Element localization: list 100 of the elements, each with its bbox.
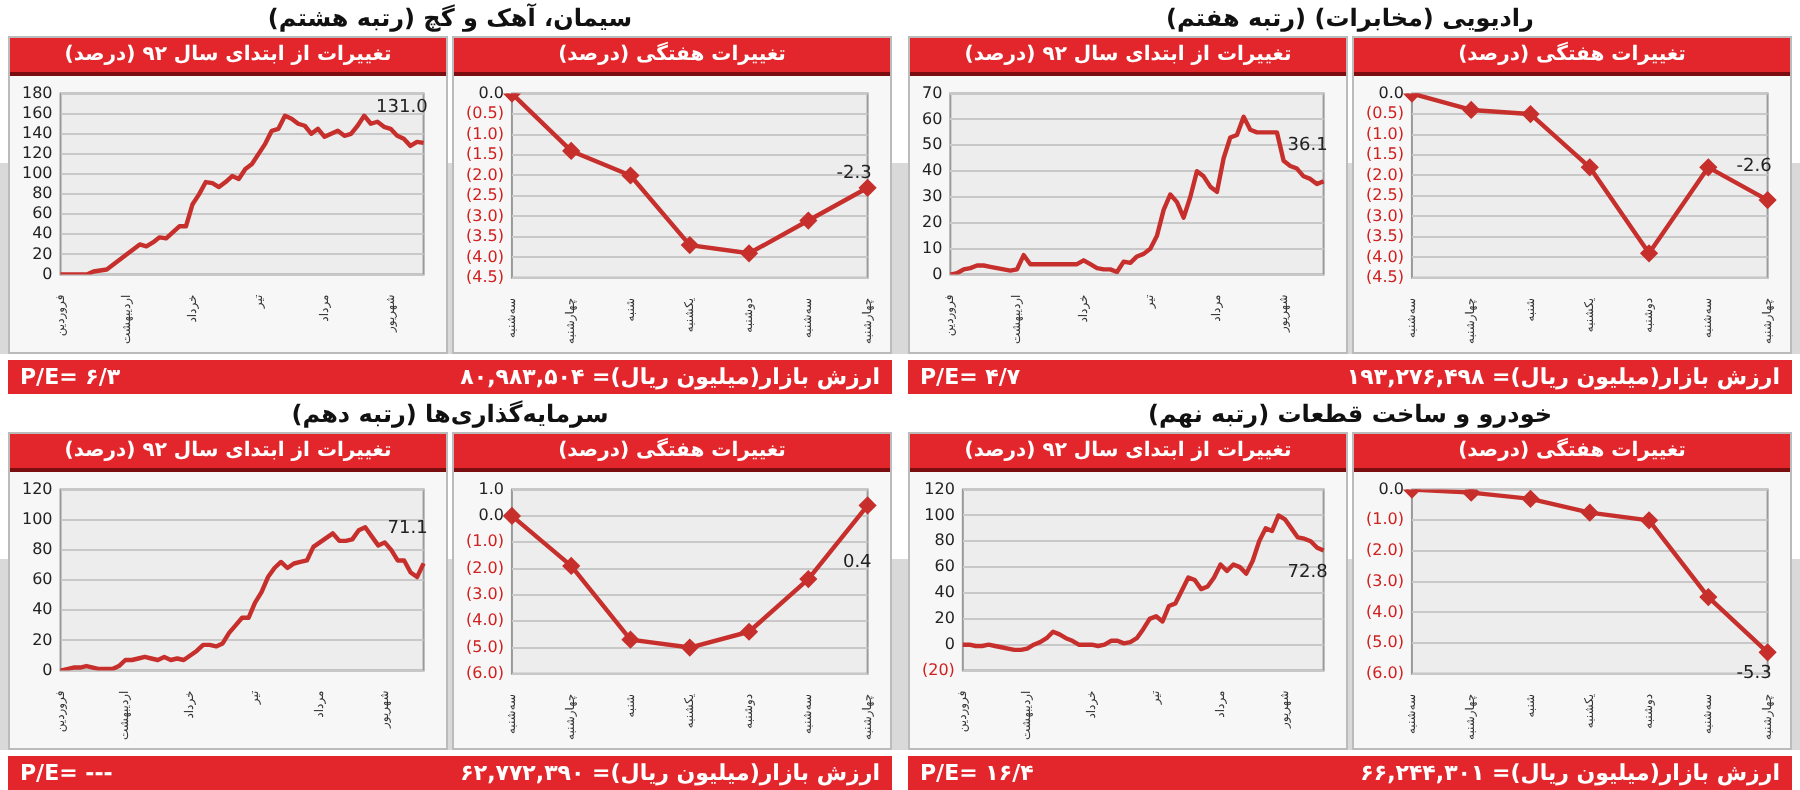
y-tick-label: (6.0) [465,663,504,682]
point [1463,488,1480,500]
y-tick-label: (4.0) [465,247,504,266]
chart-title: تغییرات هفتگی (درصد) [454,433,890,471]
text: رادیویی (مخابرات) (رتبه هفتم) [1164,2,1536,36]
chart-title: تغییرات از ابتدای سال ۹۲ (درصد) [910,38,1346,76]
text: ارزش بازار(میلیون ریال)= ۶۲,۷۷۲,۳۹۰ [460,759,880,785]
data-label: -2.3 [836,163,872,184]
y-tick-label: (4.5) [465,268,504,287]
data-label: 71.1 [387,517,428,538]
text: P/E= ۶/۳ [20,364,121,390]
y-tick-label: 80 [934,530,955,549]
chart-title: تغییرات هفتگی (درصد) [1354,38,1790,76]
y-tick-label: (5.0) [1365,632,1404,651]
y-tick-label: 80 [32,184,53,203]
y-tick-label: (20) [922,659,955,678]
y-tick-label: 20 [921,213,943,231]
point [622,167,639,184]
y-tick-label: 40 [32,599,53,618]
y-tick-label: 100 [21,508,53,527]
point [1463,101,1480,119]
y-tick-label: 20 [32,244,53,263]
y-tick-label: 0.0 [1378,83,1404,102]
point [1759,191,1776,209]
y-tick-label: 0 [932,264,943,283]
y-tick-label: 0 [42,264,53,283]
y-tick-label: (1.0) [465,124,504,143]
y-tick-label: (2.0) [1365,540,1404,559]
y-tick-label: (3.0) [1365,206,1404,225]
y-tick-label: (1.0) [465,531,504,550]
y-tick-label: (2.0) [1365,165,1404,184]
point [1522,489,1539,507]
y-tick-label: 0.0 [478,505,504,524]
data-label: 131.0 [376,98,429,119]
chart-title: تغییرات هفتگی (درصد) [454,38,890,76]
y-tick-label: 0 [944,633,955,652]
data-label: -2.6 [1736,156,1773,177]
y-tick-label: (3.5) [465,227,504,246]
y-tick-label: (1.5) [1365,145,1404,164]
data-label: 36.1 [1287,136,1328,157]
point [859,496,876,513]
text: P/E= --- [20,759,113,785]
y-tick-label: 20 [934,608,955,626]
y-tick-label: (0.5) [1365,104,1404,123]
text: سیمان، آهک و گچ (رتبه هشتم) [265,1,635,36]
y-tick-label: 50 [921,135,943,154]
text: سرمایه‌گذاری‌ها (رتبه دهم) [289,397,611,431]
y-tick-label: 30 [921,187,943,206]
y-tick-label: 40 [32,224,53,243]
y-tick-label: 120 [21,478,53,497]
point [800,569,817,587]
y-tick-label: 60 [921,109,943,128]
y-tick-label: (3.0) [465,206,504,225]
y-tick-label: 0.0 [478,83,504,102]
text: P/E= ۴/۷ [920,364,1021,390]
y-tick-label: (2.0) [465,165,504,184]
data-label: 0.4 [842,551,873,572]
point [1640,511,1658,528]
point [1759,643,1776,660]
y-tick-label: 20 [32,629,53,648]
chart-title: تغییرات از ابتدای سال ۹۲ (درصد) [910,433,1346,471]
y-tick-label: 1.0 [478,478,504,497]
y-tick-label: 60 [934,556,955,575]
y-tick-label: 40 [921,161,943,180]
point [681,236,698,254]
point [800,212,817,229]
chart-title: تغییرات از ابتدای سال ۹۲ (درصد) [10,38,446,76]
y-tick-label: (4.0) [465,610,504,629]
y-tick-label: (2.5) [465,186,504,205]
y-tick-label: 160 [21,103,53,122]
y-tick-label: 0.0 [1378,478,1404,497]
point [1522,105,1539,123]
point [503,506,521,524]
point [622,630,639,647]
y-tick-label: 60 [32,569,53,588]
text: ارزش بازار(میلیون ریال)= ۸۰,۹۸۳,۵۰۴ [460,364,880,390]
y-tick-label: 100 [924,504,955,523]
y-tick-label: (3.0) [1365,570,1404,589]
point [859,179,876,196]
point [1700,159,1717,176]
y-tick-label: 180 [21,83,53,102]
y-tick-label: (4.0) [1365,247,1404,266]
y-tick-label: 10 [921,238,943,257]
point [1640,245,1658,262]
data-label: -5.3 [1736,663,1772,684]
y-tick-label: 0 [42,659,53,678]
y-tick-label: (4.5) [1365,268,1404,287]
point [740,622,758,639]
y-tick-label: (0.5) [465,104,504,123]
y-tick-label: 120 [21,144,53,163]
text: ارزش بازار(میلیون ریال)= ۶۶,۲۴۴,۳۰۱ [1360,759,1780,785]
y-tick-label: (3.0) [465,584,504,603]
y-tick-label: (1.0) [1365,509,1404,528]
text: P/E= ۱۶/۴ [920,759,1034,785]
y-tick-label: (6.0) [1365,663,1404,682]
y-tick-label: 60 [32,204,53,223]
point [681,638,698,655]
y-tick-label: 80 [32,539,53,558]
y-tick-label: (4.0) [1365,601,1404,620]
y-tick-label: 140 [21,123,53,142]
